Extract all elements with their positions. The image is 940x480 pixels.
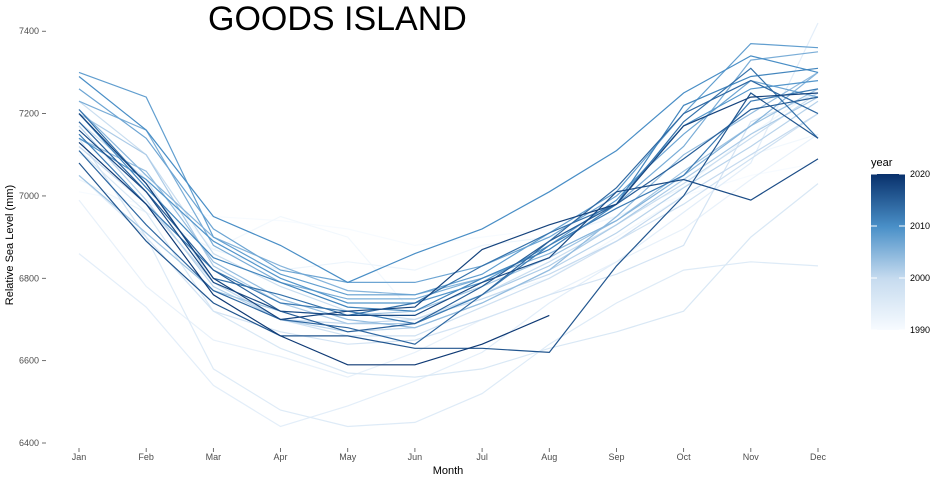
series-line-2001: [78, 100, 819, 333]
series-lines: [78, 22, 819, 428]
x-tick-label: Jan: [72, 452, 87, 462]
series-line-2010: [78, 55, 819, 284]
x-axis-title: Month: [433, 465, 464, 477]
series-line-2015: [78, 96, 819, 333]
legend-tick-label: 2010: [910, 221, 930, 231]
legend-tick-label: 2020: [910, 169, 930, 179]
series-line-2009: [78, 80, 819, 304]
series-line-2005: [78, 71, 819, 296]
y-axis: 6400 6600 6800 7000 7200 7400: [19, 26, 46, 448]
x-tick-label: Sep: [608, 452, 624, 462]
legend-title: year: [871, 157, 893, 169]
chart-title: GOODS ISLAND: [208, 0, 467, 38]
series-line-2011: [78, 67, 819, 312]
y-tick-label: 7200: [19, 109, 39, 119]
series-line-2002: [78, 96, 819, 325]
x-tick-label: Jun: [408, 452, 423, 462]
legend-ticks: 1990 2000 2010 2020: [871, 169, 930, 335]
color-legend: year 1990 2000 2010 2020: [871, 157, 930, 335]
legend-colorbar: [871, 174, 905, 330]
series-line-2016: [78, 92, 819, 354]
y-tick-label: 6800: [19, 273, 39, 283]
series-line-2017: [78, 129, 819, 316]
legend-tick-label: 1990: [910, 325, 930, 335]
x-tick-label: Nov: [743, 452, 760, 462]
series-line-1998: [78, 113, 819, 337]
y-tick-label: 6400: [19, 438, 39, 448]
series-line-2019: [78, 141, 550, 366]
series-line-2006: [78, 51, 819, 300]
x-axis: Jan Feb Mar Apr May Jun Jul Aug Sep Oct Nov Dec: [72, 448, 827, 462]
series-line-1994: [78, 22, 819, 428]
x-tick-label: Aug: [541, 452, 557, 462]
x-tick-label: Apr: [274, 452, 288, 462]
series-line-1996: [78, 150, 819, 378]
x-tick-label: Jul: [476, 452, 488, 462]
legend-tick-label: 2000: [910, 273, 930, 283]
series-line-1993: [78, 133, 819, 378]
series-line-2012: [78, 88, 819, 325]
y-tick-label: 7000: [19, 191, 39, 201]
series-line-2018: [78, 92, 819, 321]
x-tick-label: Mar: [206, 452, 222, 462]
y-tick-label: 7400: [19, 26, 39, 36]
y-tick-label: 6600: [19, 356, 39, 366]
series-line-1995: [78, 174, 819, 428]
series-line-1997: [78, 92, 819, 345]
series-line-2004: [78, 71, 819, 329]
x-tick-label: Oct: [677, 452, 692, 462]
x-tick-label: Feb: [138, 452, 154, 462]
series-line-1999: [78, 92, 819, 321]
y-axis-title: Relative Sea Level (mm): [4, 185, 16, 305]
x-tick-label: May: [339, 452, 357, 462]
x-tick-label: Dec: [810, 452, 827, 462]
